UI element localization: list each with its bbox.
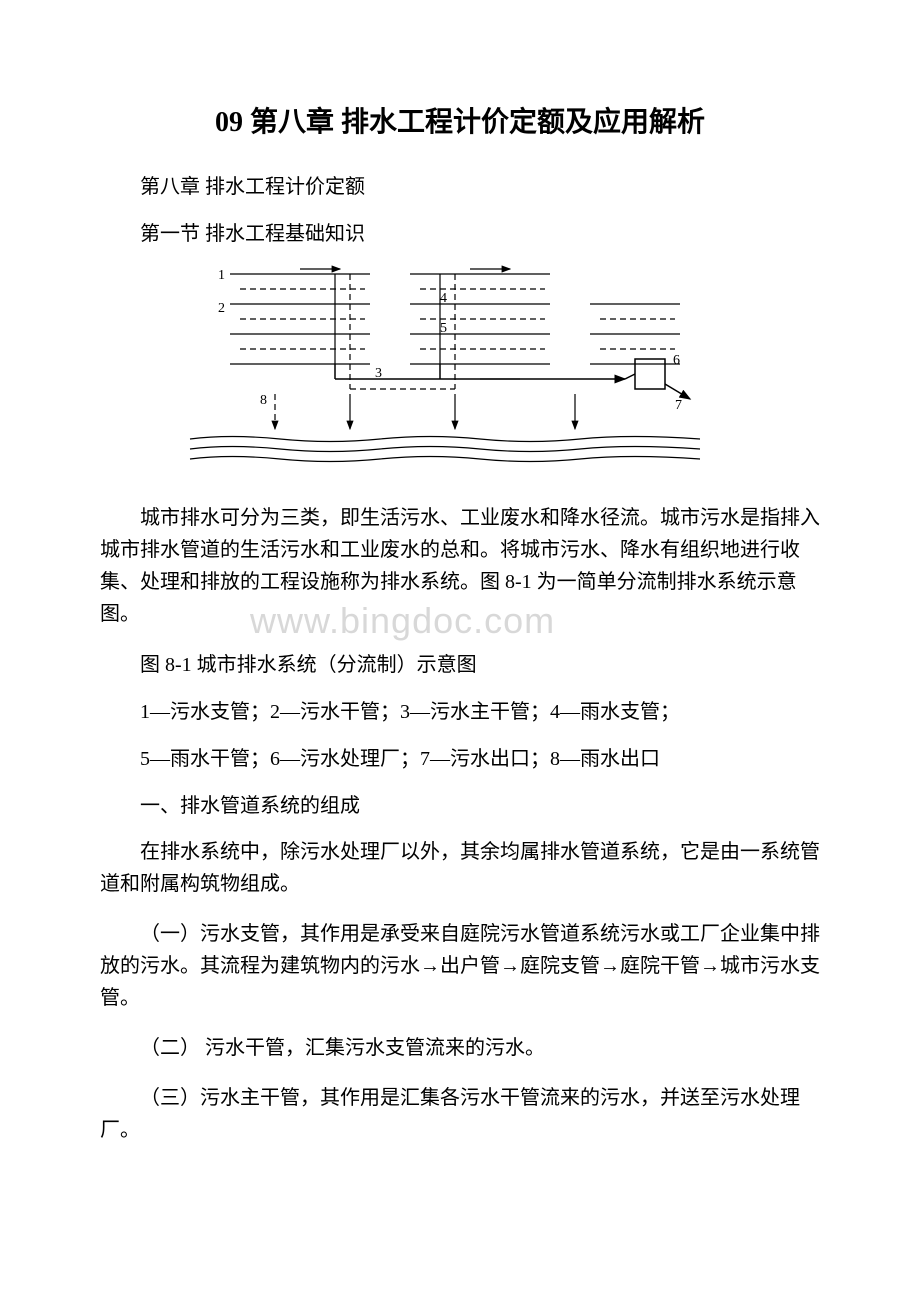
diagram-label-4: 4 <box>440 291 447 306</box>
diagram-label-6: 6 <box>673 353 680 368</box>
chapter-subtitle: 第八章 排水工程计价定额 <box>100 170 820 199</box>
paragraph-2: 在排水系统中，除污水处理厂以外，其余均属排水管道系统，它是由一系统管道和附属构筑… <box>100 836 820 900</box>
paragraph-4: （二） 污水干管，汇集污水支管流来的污水。 <box>100 1032 820 1064</box>
paragraph-1: 城市排水可分为三类，即生活污水、工业废水和降水径流。城市污水是指排入城市排水管道… <box>100 502 820 630</box>
section-title: 第一节 排水工程基础知识 <box>100 217 820 246</box>
paragraph-5: （三）污水主干管，其作用是汇集各污水干管流来的污水，并送至污水处理厂。 <box>100 1082 820 1146</box>
drainage-system-diagram: 1 2 3 4 5 6 7 8 <box>180 264 710 484</box>
diagram-label-5: 5 <box>440 321 447 336</box>
diagram-label-7: 7 <box>675 398 682 413</box>
paragraph-3: （一）污水支管，其作用是承受来自庭院污水管道系统污水或工厂企业集中排放的污水。其… <box>100 918 820 1014</box>
diagram-label-8: 8 <box>260 393 267 408</box>
diagram-label-3: 3 <box>375 366 382 381</box>
legend-line-2: 5—雨水干管；6—污水处理厂；7—污水出口；8—雨水出口 <box>100 742 820 771</box>
legend-line-1: 1—污水支管；2—污水干管；3—污水主干管；4—雨水支管； <box>100 695 820 724</box>
diagram-label-1: 1 <box>218 268 225 283</box>
document-title: 09 第八章 排水工程计价定额及应用解析 <box>100 100 820 140</box>
heading-composition: 一、排水管道系统的组成 <box>100 789 820 818</box>
figure-caption: 图 8-1 城市排水系统（分流制）示意图 <box>100 648 820 677</box>
diagram-label-2: 2 <box>218 301 225 316</box>
diagram-svg: 1 2 3 4 5 6 7 8 <box>180 264 710 484</box>
